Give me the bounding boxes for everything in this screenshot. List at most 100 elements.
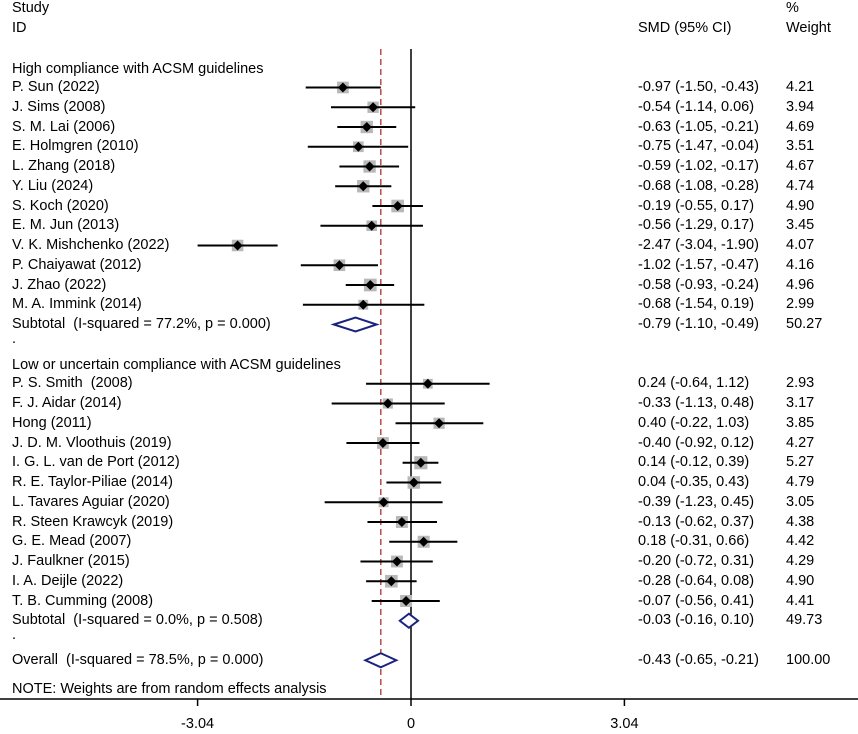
point-estimate-marker — [368, 102, 379, 113]
point-estimate-marker — [391, 556, 402, 567]
study-weight-text: 4.90 — [786, 197, 815, 214]
subtotal-weight-text: 49.73 — [786, 612, 823, 629]
study-label: F. J. Aidar (2014) — [12, 395, 122, 411]
study-weight-text: 3.05 — [786, 493, 815, 510]
header-percent: % — [786, 0, 799, 16]
point-estimate-marker — [392, 201, 403, 211]
study-weight-text: 5.27 — [786, 454, 815, 471]
study-ci-text: -0.28 (-0.64, 0.08) — [638, 572, 755, 589]
point-estimate-marker — [364, 161, 375, 172]
study-weight-text: 4.41 — [786, 592, 815, 609]
study-weight-text: 3.17 — [786, 395, 815, 411]
overall-ci-text: -0.43 (-0.65, -0.21) — [638, 651, 759, 668]
study-ci-text: -0.58 (-0.93, -0.24) — [638, 276, 759, 293]
header-id: ID — [12, 20, 27, 36]
study-ci-text: -0.07 (-0.56, 0.41) — [638, 592, 755, 609]
study-ci-text: -2.47 (-3.04, -1.90) — [638, 237, 759, 253]
point-estimate-marker — [418, 536, 429, 547]
study-ci-text: -0.39 (-1.23, 0.45) — [638, 493, 755, 510]
point-estimate-marker — [415, 457, 426, 468]
point-estimate-marker — [361, 122, 372, 132]
study-label: S. Koch (2020) — [12, 197, 109, 214]
study-weight-text: 4.69 — [786, 118, 815, 135]
group-title: Low or uncertain compliance with ACSM gu… — [12, 356, 341, 373]
study-ci-text: -0.75 (-1.47, -0.04) — [638, 138, 759, 155]
x-axis-tick-label: -3.04 — [181, 716, 214, 732]
study-weight-text: 4.38 — [786, 513, 815, 530]
study-ci-text: 0.24 (-0.64, 1.12) — [638, 375, 750, 392]
study-label: Hong (2011) — [12, 414, 92, 431]
subtotal-label: Subtotal (I-squared = 77.2%, p = 0.000) — [12, 316, 271, 332]
study-label: L. Zhang (2018) — [12, 158, 116, 174]
study-ci-text: -0.33 (-1.13, 0.48) — [638, 395, 755, 411]
study-label: T. B. Cumming (2008) — [12, 592, 154, 609]
study-weight-text: 4.07 — [786, 237, 815, 253]
study-ci-text: -0.59 (-1.02, -0.17) — [638, 158, 759, 174]
subtotal-ci-text: -0.03 (-0.16, 0.10) — [638, 612, 755, 629]
study-label: L. Tavares Aguiar (2020) — [12, 493, 170, 510]
x-axis-tick-label: 0 — [407, 716, 415, 732]
subtotal-label: Subtotal (I-squared = 0.0%, p = 0.508) — [12, 612, 263, 629]
study-ci-text: -0.54 (-1.14, 0.06) — [638, 98, 755, 115]
study-label: M. A. Immink (2014) — [12, 296, 142, 313]
overall-diamond — [362, 652, 399, 669]
point-estimate-marker — [434, 418, 445, 429]
separator-dot: . — [12, 330, 17, 347]
point-estimate-marker — [365, 280, 376, 290]
study-label: G. E. Mead (2007) — [12, 533, 132, 550]
study-weight-text: 4.79 — [786, 474, 815, 490]
study-label: S. M. Lai (2006) — [12, 118, 116, 135]
point-estimate-marker — [401, 596, 412, 606]
overall-weight-text: 100.00 — [786, 651, 831, 668]
overall-label: Overall (I-squared = 78.5%, p = 0.000) — [12, 651, 264, 668]
subtotal-diamond — [330, 316, 380, 333]
study-ci-text: 0.18 (-0.31, 0.66) — [638, 533, 750, 550]
study-ci-text: -0.68 (-1.08, -0.28) — [638, 177, 759, 194]
subtotal-weight-text: 50.27 — [786, 316, 823, 332]
study-label: I. G. L. van de Port (2012) — [12, 454, 180, 471]
study-label: Y. Liu (2024) — [12, 177, 94, 194]
study-weight-text: 4.96 — [786, 276, 815, 293]
subtotal-diamond — [398, 612, 420, 630]
study-ci-text: -1.02 (-1.57, -0.47) — [638, 256, 759, 273]
study-weight-text: 4.67 — [786, 158, 815, 174]
study-ci-text: -0.97 (-1.50, -0.43) — [638, 79, 759, 95]
study-ci-text: -0.63 (-1.05, -0.21) — [638, 118, 759, 135]
point-estimate-marker — [386, 576, 397, 587]
study-weight-text: 4.16 — [786, 256, 815, 273]
study-weight-text: 2.93 — [786, 375, 815, 392]
group-title: High compliance with ACSM guidelines — [12, 60, 264, 77]
study-weight-text: 4.27 — [786, 434, 815, 451]
study-weight-text: 3.85 — [786, 414, 815, 431]
study-label: I. A. Deijle (2022) — [12, 572, 124, 589]
study-ci-text: 0.14 (-0.12, 0.39) — [638, 454, 750, 471]
header-smd: SMD (95% CI) — [638, 20, 732, 36]
study-ci-text: -0.19 (-0.55, 0.17) — [638, 197, 755, 214]
study-weight-text: 3.51 — [786, 138, 815, 155]
study-weight-text: 2.99 — [786, 296, 815, 313]
study-weight-text: 3.94 — [786, 98, 815, 115]
study-label: J. D. M. Vloothuis (2019) — [12, 434, 172, 451]
study-ci-text: 0.40 (-0.22, 1.03) — [638, 414, 750, 431]
study-label: V. K. Mishchenko (2022) — [12, 237, 170, 253]
study-label: J. Faulkner (2015) — [12, 553, 130, 569]
study-ci-text: -0.20 (-0.72, 0.31) — [638, 553, 755, 569]
point-estimate-marker — [408, 477, 419, 488]
study-weight-text: 4.90 — [786, 572, 815, 589]
point-estimate-marker — [377, 438, 388, 448]
study-weight-text: 3.45 — [786, 217, 815, 234]
point-estimate-marker — [396, 517, 407, 527]
point-estimate-marker — [358, 299, 369, 310]
point-estimate-marker — [366, 220, 377, 231]
point-estimate-marker — [337, 82, 348, 93]
subtotal-ci-text: -0.79 (-1.10, -0.49) — [638, 316, 759, 332]
point-estimate-marker — [422, 378, 433, 389]
study-label: R. E. Taylor-Piliae (2014) — [12, 474, 173, 490]
header-study: Study — [12, 0, 50, 16]
point-estimate-marker — [382, 398, 393, 409]
point-estimate-marker — [353, 141, 364, 152]
study-label: E. Holmgren (2010) — [12, 138, 139, 155]
separator-dot: . — [12, 626, 17, 643]
x-axis-tick-label: 3.04 — [610, 716, 638, 732]
